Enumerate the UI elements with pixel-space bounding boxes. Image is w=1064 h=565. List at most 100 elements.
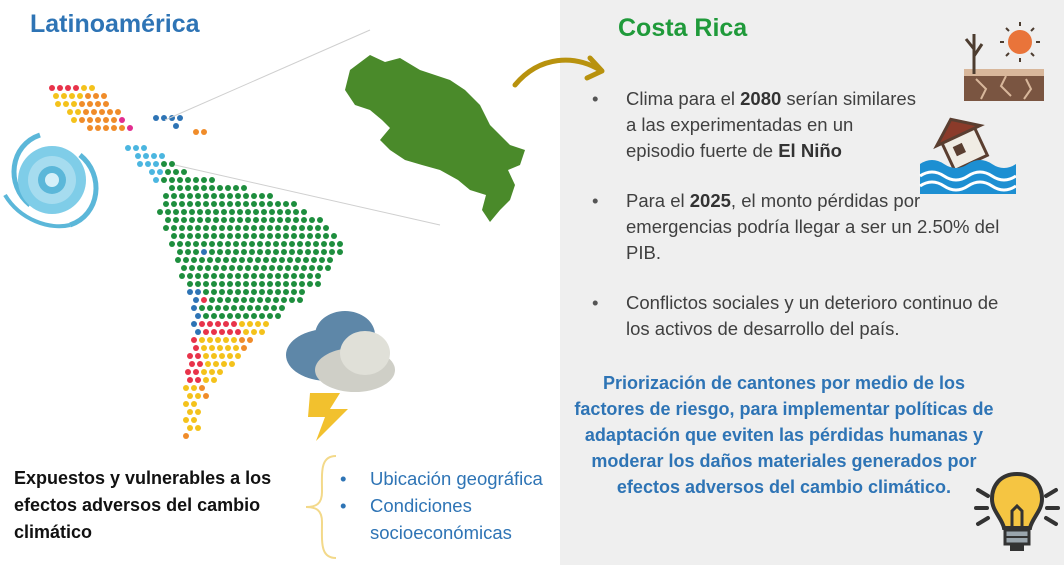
map-dot — [199, 337, 205, 343]
map-dot — [89, 85, 95, 91]
map-dot — [311, 257, 317, 263]
map-dot — [197, 265, 203, 271]
map-dot — [91, 109, 97, 115]
map-dot — [209, 241, 215, 247]
map-dot — [179, 193, 185, 199]
map-dot — [337, 249, 343, 255]
map-dot — [289, 249, 295, 255]
map-dot — [297, 249, 303, 255]
map-dot — [211, 281, 217, 287]
bullet-text: , el monto pérdidas por emergencias podr… — [626, 190, 1000, 237]
map-dot — [237, 217, 243, 223]
map-dot — [165, 169, 171, 175]
map-dot — [93, 93, 99, 99]
map-dot — [235, 225, 241, 231]
map-dot — [153, 115, 159, 121]
map-dot — [251, 281, 257, 287]
map-dot — [241, 249, 247, 255]
map-dot — [323, 225, 329, 231]
map-dot — [319, 257, 325, 263]
map-dot — [285, 217, 291, 223]
map-dot — [251, 225, 257, 231]
map-dot — [257, 241, 263, 247]
map-dot — [243, 233, 249, 239]
map-dot — [267, 313, 273, 319]
map-dot — [179, 201, 185, 207]
map-dot — [281, 297, 287, 303]
map-dot — [153, 161, 159, 167]
map-dot — [169, 185, 175, 191]
map-dot — [189, 217, 195, 223]
map-dot — [187, 233, 193, 239]
map-dot — [153, 177, 159, 183]
map-dot — [263, 257, 269, 263]
costa-rica-map — [345, 55, 525, 222]
map-dot — [201, 129, 207, 135]
map-dot — [201, 185, 207, 191]
map-dot — [233, 345, 239, 351]
map-dot — [203, 225, 209, 231]
map-dot — [229, 361, 235, 367]
map-dot — [177, 241, 183, 247]
map-dot — [287, 257, 293, 263]
map-dot — [291, 233, 297, 239]
map-dot — [293, 209, 299, 215]
map-dot — [315, 281, 321, 287]
map-dot — [325, 265, 331, 271]
map-dot — [251, 273, 257, 279]
map-dot — [201, 249, 207, 255]
map-dot — [237, 265, 243, 271]
map-dot — [187, 289, 193, 295]
bullet-text: Clima para el — [626, 88, 741, 109]
map-dot — [239, 321, 245, 327]
map-dot — [177, 115, 183, 121]
map-dot — [203, 201, 209, 207]
map-dot — [239, 337, 245, 343]
map-dot — [269, 217, 275, 223]
map-dot — [219, 201, 225, 207]
map-dot — [275, 273, 281, 279]
map-dot — [307, 233, 313, 239]
map-dot — [193, 369, 199, 375]
map-dot — [169, 241, 175, 247]
map-dot — [233, 185, 239, 191]
map-dot — [259, 281, 265, 287]
map-dot — [161, 161, 167, 167]
map-dot — [239, 257, 245, 263]
map-dot — [227, 193, 233, 199]
exposed-vulnerable-text: Expuestos y vulnerables a los efectos ad… — [14, 468, 272, 542]
map-dot — [193, 185, 199, 191]
map-dot — [173, 169, 179, 175]
map-dot — [63, 101, 69, 107]
map-dot — [227, 353, 233, 359]
map-dot — [199, 385, 205, 391]
map-dot — [271, 305, 277, 311]
map-dot — [217, 241, 223, 247]
map-dot — [229, 209, 235, 215]
bullet-text: Conflictos sociales y un deterioro conti… — [626, 292, 999, 339]
map-dot — [71, 101, 77, 107]
map-dot — [215, 321, 221, 327]
bullet-dot: • — [592, 88, 599, 109]
map-dot — [181, 169, 187, 175]
map-dot — [221, 209, 227, 215]
map-dot — [289, 241, 295, 247]
map-dot — [239, 305, 245, 311]
map-dot — [177, 177, 183, 183]
map-dot — [195, 425, 201, 431]
map-dot — [195, 193, 201, 199]
map-dot — [235, 233, 241, 239]
map-dot — [275, 289, 281, 295]
map-dot — [163, 225, 169, 231]
map-dot — [173, 209, 179, 215]
map-dot — [95, 117, 101, 123]
map-dot — [211, 233, 217, 239]
map-dot — [173, 217, 179, 223]
map-dot — [313, 249, 319, 255]
map-dot — [231, 337, 237, 343]
map-dot — [151, 153, 157, 159]
map-dot — [79, 101, 85, 107]
map-dot — [169, 161, 175, 167]
map-dot — [267, 289, 273, 295]
map-dot — [275, 225, 281, 231]
